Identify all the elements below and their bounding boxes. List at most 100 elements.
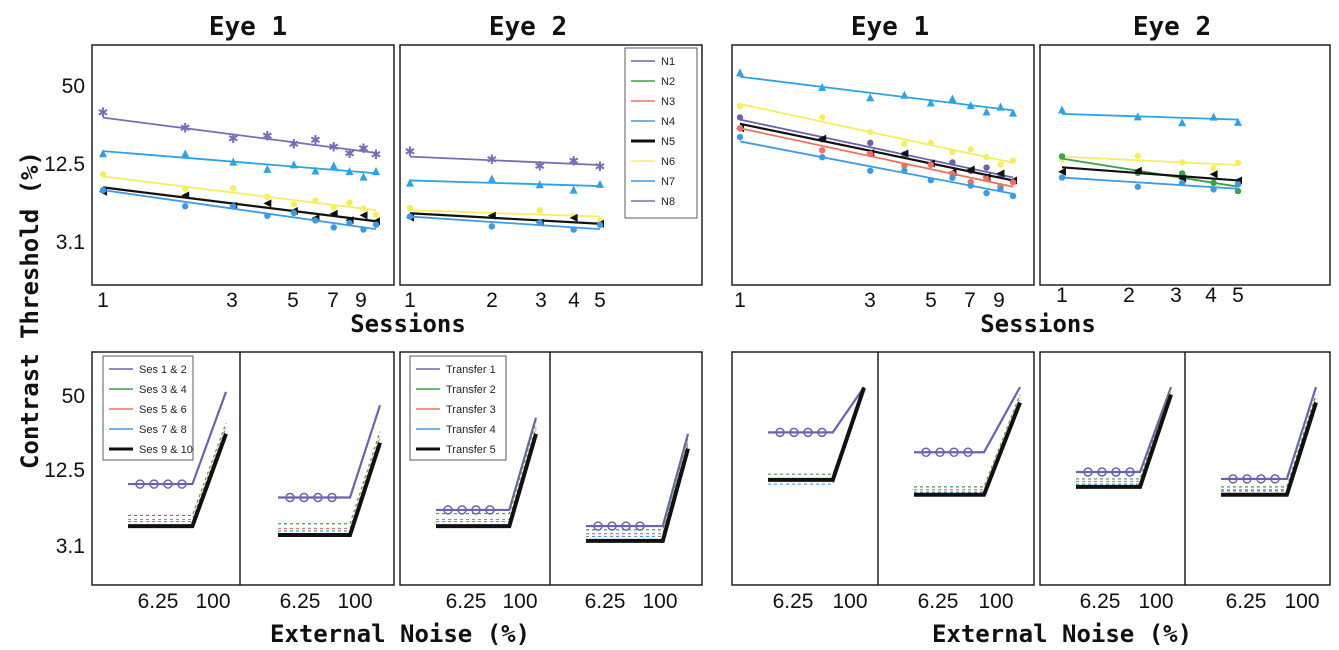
tvc-point-0-0-2	[163, 479, 173, 489]
point-B-eye2-transfer-N2-3	[1210, 179, 1217, 187]
tvc-curve-7-0	[1221, 386, 1318, 481]
noise-tick-3a: 6.25	[446, 590, 487, 613]
xtick-a1-3: 3	[226, 289, 238, 312]
point-A-eye1-learning-N6-0	[99, 171, 107, 178]
point-B-eye1-learning-N4-4	[927, 176, 935, 184]
tvc-curve-5-4	[914, 401, 1022, 497]
point-A-eye1-learning-N8-2: ✱	[228, 132, 239, 147]
series-line-A-eye1-learning-N6	[102, 175, 377, 212]
panel-title-a-eye1: Eye 1	[209, 12, 287, 42]
xtick-b2-4: 4	[1205, 284, 1217, 307]
point-A-eye2-transfer-N5-1	[487, 211, 496, 220]
point-B-eye1-learning-N7-9	[1009, 108, 1017, 117]
point-B-eye2-transfer-N4-0	[1058, 174, 1066, 181]
point-B-eye2-transfer-N5-1	[1133, 166, 1142, 175]
tvc-curve-0-4	[128, 433, 228, 529]
noise-tick-8a: 6.25	[1226, 590, 1267, 613]
series-line-A-eye1-learning-N7	[102, 150, 377, 175]
tvc-curve-3-4	[586, 448, 690, 543]
noise-tick-5a: 6.25	[773, 590, 814, 613]
frame-b-eye2	[1039, 44, 1331, 286]
legend-learning-label-7: N8	[661, 196, 675, 208]
noise-tick-4a: 6.25	[585, 590, 626, 613]
point-A-eye2-transfer-N4-4	[596, 221, 604, 228]
point-A-eye1-learning-N7-3	[263, 164, 272, 173]
x-axis-label-sessions-a: Sessions	[350, 310, 466, 338]
point-B-eye1-learning-N7-1	[818, 82, 827, 91]
tvc-point-5-0-1	[935, 447, 945, 458]
legend-learning-label-3: N4	[661, 116, 675, 128]
legend-tvc-transfer-label-3: Transfer 4	[446, 424, 496, 436]
series-line-A-eye2-transfer-N5	[409, 212, 601, 225]
point-A-eye1-learning-N8-6: ✱	[328, 140, 339, 155]
point-B-eye2-transfer-N2-0	[1058, 153, 1066, 160]
point-B-eye1-learning-N6-0	[736, 102, 744, 110]
series-line-B-eye2-transfer-N7	[1061, 112, 1239, 121]
point-A-eye1-learning-N7-6	[329, 161, 338, 170]
point-A-eye1-learning-N6-5	[312, 197, 319, 204]
point-A-eye1-learning-N4-7	[346, 219, 353, 227]
panel-title-b-eye2: Eye 2	[1133, 12, 1211, 42]
point-A-eye2-transfer-N8-1: ✱	[486, 153, 497, 168]
tvc-curve-5-0	[914, 386, 1021, 454]
point-B-eye1-learning-N6-3	[901, 140, 908, 147]
point-A-eye1-learning-N7-4	[289, 160, 298, 169]
point-A-eye1-learning-N8-4: ✱	[288, 137, 299, 152]
point-B-eye1-learning-N5-8	[996, 169, 1005, 178]
point-A-eye2-transfer-N7-1	[487, 174, 496, 183]
point-B-eye1-learning-N3-3	[901, 162, 908, 169]
tvc-point-1-0-2	[313, 492, 323, 503]
tvc-point-6-0-0	[1083, 467, 1093, 477]
point-B-eye1-learning-N1-5	[949, 159, 956, 166]
point-B-eye1-learning-N7-3	[900, 90, 909, 99]
tvc-point-1-0-3	[327, 492, 337, 503]
point-B-eye1-learning-N5-1	[818, 134, 827, 143]
point-A-eye1-learning-N7-8	[359, 172, 368, 181]
tvc-curve-3-1	[586, 437, 689, 531]
xtick-b1-1: 1	[734, 289, 746, 312]
point-B-eye1-learning-N1-7	[983, 164, 990, 171]
point-B-eye1-learning-N6-4	[927, 139, 935, 147]
xtick-b2-2: 2	[1123, 284, 1135, 307]
legend-learning-label-4: N5	[661, 136, 675, 148]
point-A-eye1-learning-N4-5	[312, 217, 319, 224]
tvc-curve-1-2	[278, 436, 381, 530]
point-B-eye1-learning-N6-6	[967, 146, 974, 153]
legend-learning-box	[624, 47, 698, 219]
point-A-eye1-learning-N7-2	[229, 157, 238, 166]
noise-tick-3b: 100	[502, 590, 537, 613]
point-A-eye2-transfer-N5-3	[569, 213, 578, 222]
legend-learning-label-1: N2	[661, 76, 675, 88]
point-B-eye1-learning-N7-6	[966, 101, 975, 110]
series-line-B-eye1-learning-N6	[739, 103, 1014, 164]
point-A-eye1-learning-N4-6	[330, 224, 337, 231]
frame-tvc-b1	[731, 351, 1035, 586]
tvc-point-4-0-2	[803, 427, 813, 438]
noise-tick-1b: 100	[195, 590, 230, 613]
tvc-curve-1-4	[278, 442, 382, 538]
xtick-a2-2: 2	[486, 289, 498, 312]
point-B-eye1-learning-N4-5	[949, 174, 956, 181]
point-B-eye2-transfer-N6-1	[1134, 152, 1141, 160]
point-A-eye1-learning-N7-9	[372, 167, 380, 176]
point-A-eye1-learning-N7-1	[181, 149, 190, 158]
tvc-point-2-0-2	[471, 505, 481, 515]
frame-a-eye1	[91, 44, 395, 286]
point-B-eye1-learning-N4-3	[901, 167, 908, 174]
point-B-eye1-learning-N4-8	[997, 185, 1004, 193]
legend-tvc-sessions-label-1: Ses 3 & 4	[139, 384, 187, 396]
frame-tvc-a2	[399, 351, 703, 586]
point-A-eye2-transfer-N4-1	[488, 223, 496, 230]
point-A-eye1-learning-N8-5: ✱	[310, 134, 321, 149]
x-axis-label-sessions-b: Sessions	[980, 310, 1096, 338]
point-A-eye1-learning-N4-3	[264, 212, 271, 219]
xtick-a1-9: 9	[355, 289, 367, 312]
noise-tick-2a: 6.25	[280, 590, 321, 613]
frame-b-eye1	[731, 44, 1035, 286]
point-B-eye1-learning-N7-2	[866, 93, 875, 102]
point-A-eye1-learning-N6-7	[346, 199, 353, 206]
point-A-eye1-learning-N5-8	[359, 211, 368, 220]
series-line-A-eye2-transfer-N8	[409, 155, 601, 166]
point-B-eye2-transfer-N4-3	[1210, 186, 1217, 193]
